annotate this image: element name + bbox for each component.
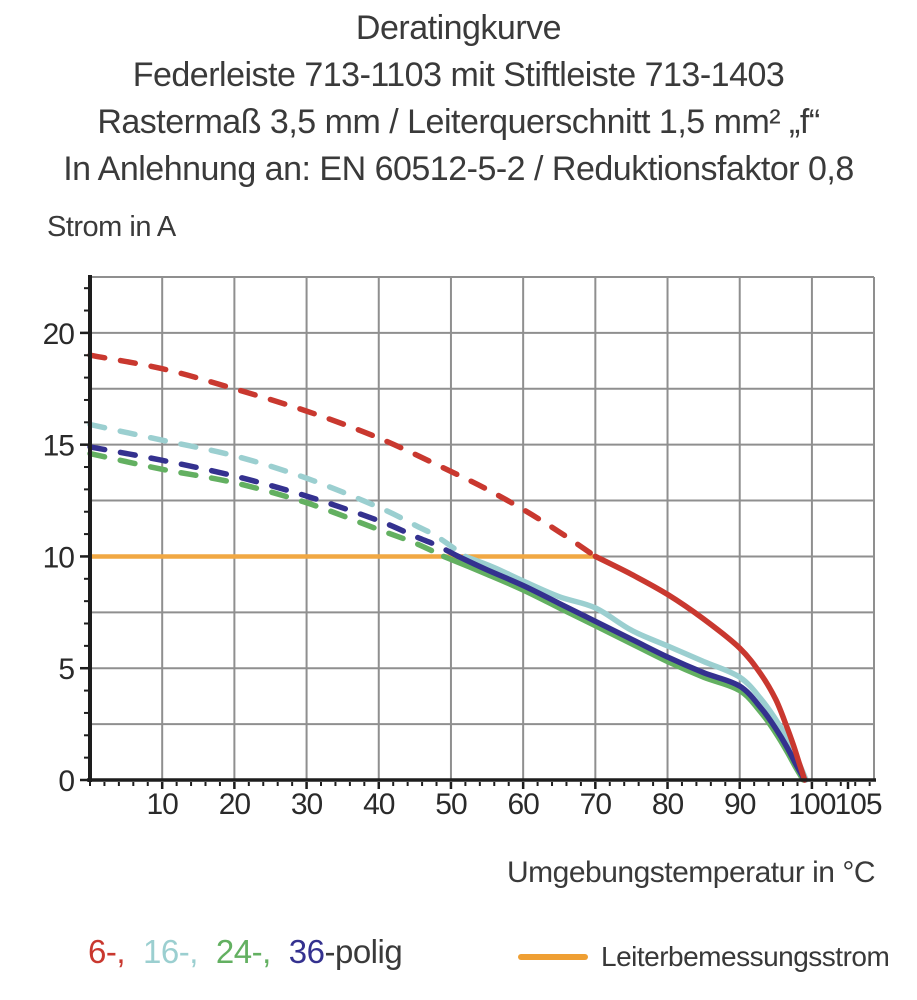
chart-subtitle-parts: Federleiste 713-1103 mit Stiftleiste 713…	[132, 56, 785, 94]
rated-current-swatch	[518, 954, 588, 960]
axes	[87, 275, 876, 782]
chart-title-block: Deratingkurve Federleiste 713-1103 mit S…	[0, 5, 917, 193]
tick-marks	[80, 287, 871, 789]
series-16-polig	[87, 421, 809, 783]
series-solid-segment	[592, 553, 808, 783]
x-tick-label: 40	[363, 788, 395, 821]
x-tick-label: 70	[580, 788, 612, 821]
poles-legend: 6-, 16-, 24-, 36-polig	[88, 933, 403, 971]
x-tick-label: 20	[219, 788, 251, 821]
legend-poles-number: 24-,	[215, 933, 271, 970]
series-solid-segment	[462, 553, 809, 783]
x-tick-label: 80	[652, 788, 684, 821]
x-tick-label: 100	[788, 788, 835, 821]
chart-title: Deratingkurve	[355, 9, 562, 47]
series-dashed-segment	[87, 352, 599, 560]
chart-subtitle-standard: In Anlehnung an: EN 60512-5-2 / Reduktio…	[63, 150, 854, 188]
y-tick-label: 15	[43, 430, 75, 463]
x-tick-label: 50	[435, 788, 467, 821]
x-tick-label: 105	[834, 788, 881, 821]
x-tick-label: 60	[507, 788, 539, 821]
series-36-polig	[87, 444, 808, 783]
y-tick-label: 0	[58, 765, 74, 798]
grid	[90, 276, 875, 780]
chart-subtitle-pitch: Rastermaß 3,5 mm / Leiterquerschnitt 1,5…	[97, 103, 820, 141]
series-dashed-segment	[87, 421, 469, 560]
x-tick-label: 10	[147, 788, 179, 821]
legend-poles-suffix: -polig	[324, 933, 403, 970]
legend-series-label: 16-,	[143, 933, 198, 971]
legend-poles-number: 36	[288, 933, 325, 970]
series-dashed-segment	[87, 444, 461, 560]
x-axis-title: Umgebungstemperatur in °C	[506, 856, 876, 889]
legend-series-label: 36-polig	[288, 933, 403, 971]
legend-poles-number: 6-,	[88, 933, 126, 970]
x-tick-label: 30	[291, 788, 323, 821]
y-tick-label: 10	[43, 541, 75, 574]
x-tick-label: 90	[724, 788, 756, 821]
series-solid-segment	[455, 553, 808, 783]
legend-poles-number: 16-,	[143, 933, 198, 970]
y-tick-label: 20	[43, 318, 75, 351]
y-tick-label: 5	[58, 653, 74, 686]
legend-series-label: 24-,	[216, 933, 271, 971]
series-6-polig	[87, 352, 808, 783]
rated-current-label: Leiterbemessungsstrom	[601, 941, 890, 972]
series-dashed-segment	[87, 450, 447, 560]
y-axis-title: Strom in A	[47, 211, 176, 243]
rated-current-legend: Leiterbemessungsstrom	[518, 940, 890, 974]
legend-series-label: 6-,	[88, 933, 126, 971]
